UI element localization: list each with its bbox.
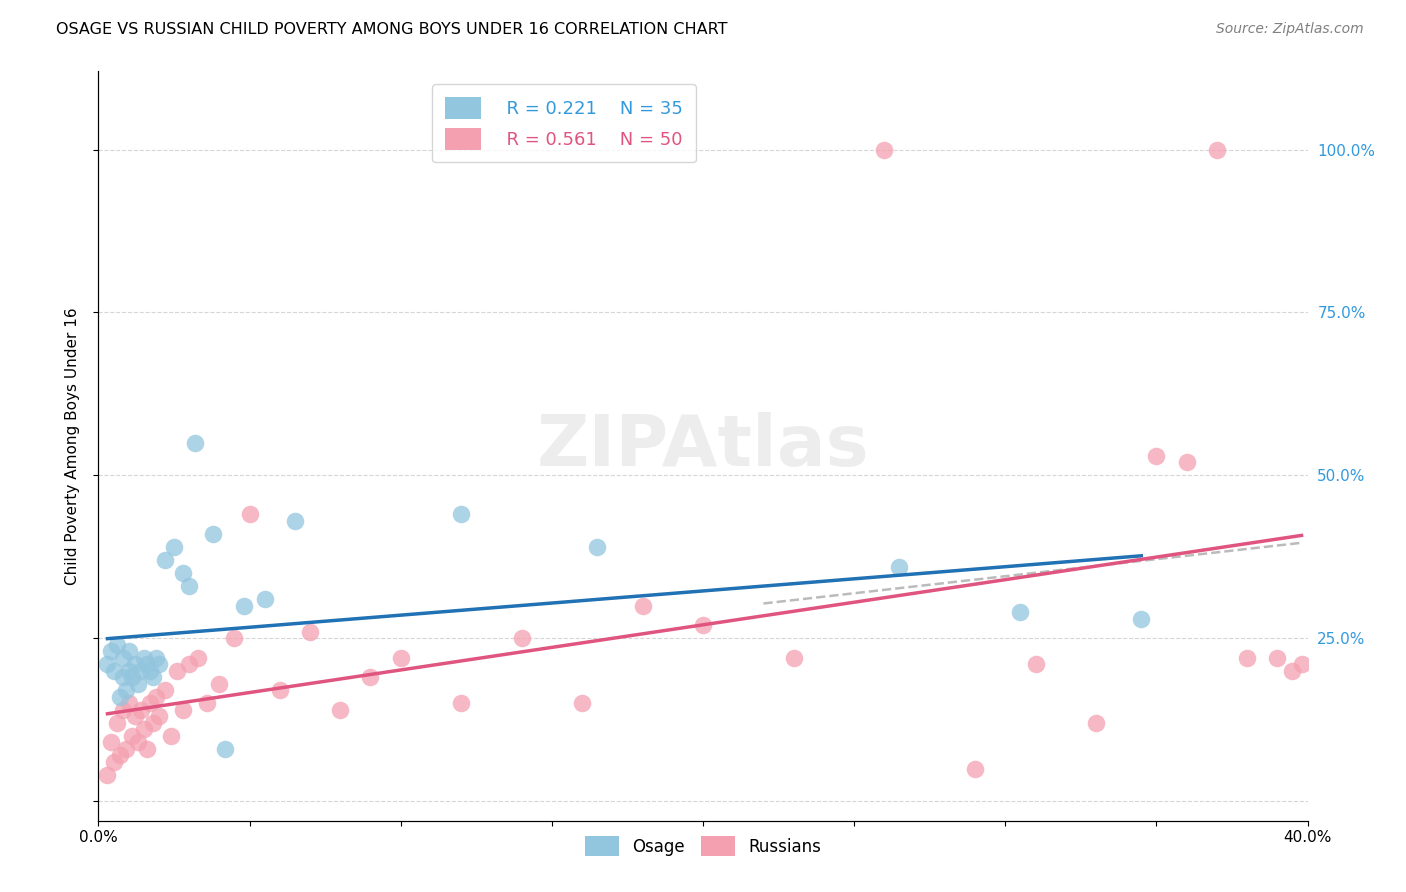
- Text: Source: ZipAtlas.com: Source: ZipAtlas.com: [1216, 22, 1364, 37]
- Point: [172, 566, 194, 580]
- Point: [108, 748, 131, 763]
- Point: [96, 768, 118, 782]
- Point: [135, 742, 157, 756]
- Point: [142, 715, 165, 730]
- Point: [1267, 650, 1289, 665]
- Point: [450, 697, 472, 711]
- Point: [1236, 650, 1258, 665]
- Point: [1024, 657, 1046, 672]
- Point: [1144, 449, 1167, 463]
- Point: [965, 762, 987, 776]
- Point: [184, 435, 207, 450]
- Point: [118, 644, 141, 658]
- Point: [129, 703, 152, 717]
- Point: [132, 650, 155, 665]
- Point: [114, 683, 136, 698]
- Point: [163, 540, 186, 554]
- Point: [360, 670, 382, 684]
- Point: [100, 644, 122, 658]
- Point: [145, 650, 167, 665]
- Point: [232, 599, 254, 613]
- Point: [889, 559, 911, 574]
- Point: [145, 690, 167, 704]
- Point: [111, 703, 134, 717]
- Point: [111, 670, 134, 684]
- Point: [139, 664, 162, 678]
- Point: [129, 664, 152, 678]
- Legend: Osage, Russians: Osage, Russians: [576, 828, 830, 864]
- Point: [187, 650, 209, 665]
- Point: [172, 703, 194, 717]
- Point: [692, 618, 714, 632]
- Point: [269, 683, 291, 698]
- Point: [1085, 715, 1108, 730]
- Point: [224, 631, 246, 645]
- Point: [127, 677, 149, 691]
- Point: [105, 715, 128, 730]
- Point: [103, 664, 125, 678]
- Point: [586, 540, 609, 554]
- Point: [160, 729, 183, 743]
- Point: [132, 723, 155, 737]
- Point: [208, 677, 231, 691]
- Point: [389, 650, 412, 665]
- Text: OSAGE VS RUSSIAN CHILD POVERTY AMONG BOYS UNDER 16 CORRELATION CHART: OSAGE VS RUSSIAN CHILD POVERTY AMONG BOY…: [56, 22, 728, 37]
- Point: [510, 631, 533, 645]
- Point: [96, 657, 118, 672]
- Point: [114, 742, 136, 756]
- Point: [103, 755, 125, 769]
- Point: [631, 599, 654, 613]
- Point: [121, 729, 143, 743]
- Point: [179, 579, 201, 593]
- Point: [202, 527, 225, 541]
- Point: [139, 697, 162, 711]
- Point: [108, 690, 131, 704]
- Point: [121, 670, 143, 684]
- Y-axis label: Child Poverty Among Boys Under 16: Child Poverty Among Boys Under 16: [65, 307, 80, 585]
- Point: [148, 709, 170, 723]
- Point: [1175, 455, 1198, 469]
- Point: [153, 683, 176, 698]
- Point: [1281, 664, 1303, 678]
- Point: [299, 624, 322, 639]
- Point: [329, 703, 352, 717]
- Point: [118, 664, 141, 678]
- Point: [124, 709, 146, 723]
- Text: ZIPAtlas: ZIPAtlas: [537, 411, 869, 481]
- Point: [1130, 612, 1153, 626]
- Point: [284, 514, 307, 528]
- Point: [153, 553, 176, 567]
- Point: [195, 697, 218, 711]
- Point: [214, 742, 236, 756]
- Point: [1291, 657, 1313, 672]
- Point: [571, 697, 593, 711]
- Point: [127, 735, 149, 749]
- Point: [1010, 605, 1032, 619]
- Point: [239, 508, 262, 522]
- Point: [118, 697, 141, 711]
- Point: [253, 592, 276, 607]
- Point: [135, 657, 157, 672]
- Point: [179, 657, 201, 672]
- Point: [148, 657, 170, 672]
- Point: [1206, 143, 1229, 157]
- Point: [166, 664, 188, 678]
- Point: [124, 657, 146, 672]
- Point: [111, 650, 134, 665]
- Point: [450, 508, 472, 522]
- Point: [100, 735, 122, 749]
- Point: [873, 143, 896, 157]
- Point: [142, 670, 165, 684]
- Point: [783, 650, 806, 665]
- Point: [105, 638, 128, 652]
